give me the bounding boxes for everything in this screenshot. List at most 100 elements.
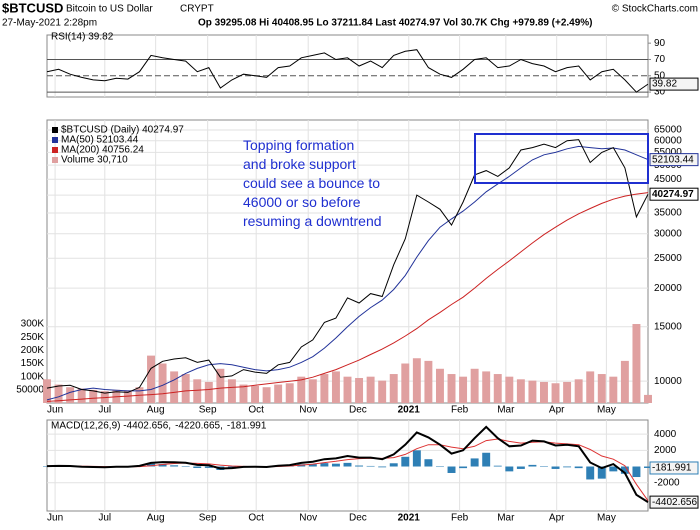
bar [644,466,652,468]
x-tick-label: Aug [147,513,165,524]
bar [297,376,306,403]
panel-title: RSI(14) 39.82 [51,32,114,43]
bar [147,463,155,467]
value-tag [649,461,699,475]
value-tag [649,153,699,167]
bar [366,465,375,467]
y-tick-label: 65000 [654,125,682,136]
bar [43,466,51,467]
legend-entry: MA(50) 52103.44 [61,135,139,146]
bar [158,464,167,467]
x-tick-label: Feb [451,513,469,524]
x-tick-label: Dec [349,513,367,524]
brand: © StockCharts.com [612,4,698,15]
bar [193,379,202,403]
bar [401,363,410,403]
bar [609,376,618,403]
legend-entry: Volume 30,710 [61,155,128,166]
series-line [46,49,649,93]
value-tag-label: 40274.97 [652,189,694,200]
y2-tick-label: 300K [21,319,45,330]
annotation-line: 46000 or so before [243,194,361,210]
legend-entry: MA(200) 40756.24 [61,145,144,156]
bar [632,324,641,403]
bar [459,376,468,403]
bar [147,355,155,403]
y-tick-label: 30000 [654,228,682,239]
topping-box [474,133,649,184]
bar [89,389,98,403]
x-tick-label: Apr [549,405,565,416]
bar [158,363,167,403]
bar [597,374,606,403]
bar [447,466,456,473]
bar [586,466,595,480]
bar [343,376,352,403]
bar [516,466,525,469]
x-tick-label: May [597,513,616,524]
bar [551,383,560,403]
bar [170,465,179,467]
x-tick-label: Sep [199,405,217,416]
symbol-name: Bitcoin to US Dollar [66,4,153,15]
bar [412,358,421,403]
bar [227,379,236,403]
bar [470,458,479,467]
quote: Op 39295.08 Hi 40408.95 Lo 37211.84 Last… [198,18,593,29]
bar [574,466,583,469]
legend-swatch [52,157,58,163]
bar [586,371,595,403]
series-line [46,192,649,402]
y-tick-label: 70 [654,54,666,65]
bar [54,384,63,403]
x-tick-label: Nov [299,513,317,524]
y2-tick-label: 50000 [16,384,44,395]
bar [181,466,190,467]
bar [482,371,491,403]
bar [401,456,410,467]
y-tick-label: -2000 [654,477,680,488]
x-tick-label: Oct [248,513,264,524]
bar [378,380,387,403]
bar [528,380,537,403]
bar [516,379,525,403]
x-tick-label: Jun [47,513,63,524]
bar [447,374,456,403]
bar [551,466,560,469]
bar [540,381,548,403]
panel [46,34,649,98]
bar [505,466,514,472]
exchange: CRYPT [180,4,214,15]
series-line [46,425,649,503]
y2-tick-label: 200K [21,345,45,356]
bar [308,464,317,467]
bar [424,360,433,403]
bar [320,374,329,403]
x-tick-label: Mar [497,513,515,524]
bar [424,459,433,467]
x-tick-label: Dec [349,405,367,416]
bar [251,385,260,403]
bar [193,466,202,468]
bar [459,466,468,469]
bar [274,384,283,403]
bar [285,383,294,403]
annotation-line: and broke support [243,156,356,172]
bar [470,368,479,403]
bar [123,390,132,403]
bar [262,387,271,403]
bar [435,368,444,403]
bar [482,452,491,467]
value-tag [649,77,699,91]
bar [389,463,398,467]
bar [43,379,51,403]
bar [563,381,572,403]
x-tick-label: Nov [299,405,317,416]
bar [620,466,629,474]
bar [343,462,352,467]
bar [239,384,248,403]
bar [632,466,641,478]
y-tick-label: 55000 [654,147,682,158]
x-tick-label: Sep [199,513,217,524]
